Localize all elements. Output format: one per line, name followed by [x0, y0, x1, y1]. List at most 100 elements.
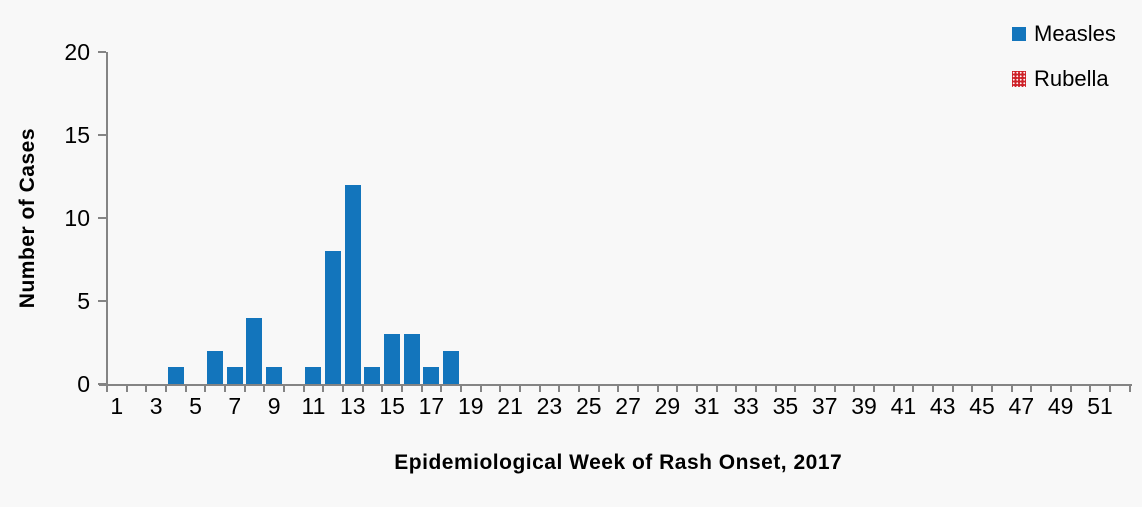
- bar-week-15-measles: [384, 334, 401, 384]
- x-axis-tick: [656, 386, 659, 392]
- x-axis-tick: [361, 386, 364, 392]
- x-axis-tick: [479, 386, 482, 392]
- x-axis-tick: [1108, 386, 1111, 392]
- y-axis-tick: [98, 217, 106, 219]
- x-tick-label: 19: [457, 393, 484, 419]
- x-tick-label: 31: [693, 393, 720, 419]
- bar-week-7-measles: [226, 367, 243, 384]
- x-axis-tick: [302, 386, 305, 392]
- x-tick-label: 45: [969, 393, 995, 419]
- x-tick-label: 11: [301, 393, 326, 419]
- y-axis-tick: [98, 51, 106, 53]
- x-axis-tick: [341, 386, 344, 392]
- x-tick-label: 25: [575, 393, 602, 419]
- measles-legend-label: Measles: [1034, 21, 1116, 46]
- x-axis-tick: [322, 386, 325, 392]
- x-tick-label: 35: [772, 393, 799, 419]
- legend: Measles Rubella: [1012, 22, 1116, 112]
- bar-week-9-measles: [266, 367, 283, 384]
- x-tick-label: 17: [418, 393, 445, 419]
- x-tick-label: 9: [267, 393, 281, 419]
- x-axis-tick: [125, 386, 128, 392]
- x-tick-label: 49: [1047, 393, 1074, 419]
- bar-week-6-measles: [207, 350, 224, 384]
- x-tick-label: 33: [733, 393, 759, 419]
- x-axis-tick: [263, 386, 266, 392]
- x-axis-tick: [420, 386, 423, 392]
- x-axis-tick: [735, 386, 738, 392]
- x-axis-tick: [538, 386, 541, 392]
- x-axis-tick: [951, 386, 954, 392]
- y-axis-line: [106, 52, 108, 384]
- x-axis-tick: [1049, 386, 1052, 392]
- x-axis-tick: [223, 386, 226, 392]
- x-axis-line: [99, 384, 1132, 386]
- x-axis-tick: [145, 386, 148, 392]
- x-axis-tick: [774, 386, 777, 392]
- x-axis-tick: [715, 386, 718, 392]
- x-axis-tick: [106, 386, 108, 392]
- x-axis-tick: [1089, 386, 1092, 392]
- legend-item-rubella: Rubella: [1012, 67, 1116, 91]
- x-axis-tick: [243, 386, 246, 392]
- x-tick-label: 13: [339, 393, 366, 419]
- x-axis-tick: [853, 386, 856, 392]
- x-tick-label: 27: [615, 393, 641, 419]
- x-tick-label: 51: [1087, 393, 1113, 419]
- x-tick-label: 41: [890, 393, 917, 419]
- measles-swatch-icon: [1012, 27, 1026, 41]
- x-tick-label: 21: [497, 393, 523, 419]
- y-tick-label: 15: [64, 122, 90, 148]
- y-axis-tick: [98, 383, 106, 385]
- x-tick-label: 1: [110, 393, 124, 419]
- x-axis-tick: [164, 386, 167, 392]
- x-axis-tick: [381, 386, 384, 392]
- x-axis-title: Epidemiological Week of Rash Onset, 2017: [394, 451, 843, 474]
- y-tick-label: 10: [64, 205, 90, 231]
- x-axis-tick: [636, 386, 639, 392]
- x-axis-tick: [872, 386, 875, 392]
- x-axis-tick: [892, 386, 895, 392]
- y-axis-tick: [98, 134, 106, 136]
- bar-week-18-measles: [443, 350, 460, 384]
- bar-week-8-measles: [246, 317, 263, 384]
- x-axis-tick: [617, 386, 620, 392]
- x-axis-tick: [459, 386, 462, 392]
- x-tick-label: 3: [149, 393, 163, 419]
- y-axis-tick: [98, 300, 106, 302]
- y-tick-label: 5: [77, 288, 90, 314]
- rubella-legend-label: Rubella: [1034, 66, 1109, 91]
- bar-week-11-measles: [305, 367, 322, 384]
- x-axis-tick: [1128, 386, 1131, 392]
- x-axis-tick: [695, 386, 698, 392]
- x-axis-tick: [754, 386, 757, 392]
- x-tick-label: 5: [189, 393, 202, 419]
- x-axis-tick: [1069, 386, 1072, 392]
- bar-week-12-measles: [325, 251, 342, 384]
- x-axis-tick: [577, 386, 580, 392]
- x-tick-label: 15: [379, 393, 405, 419]
- x-tick-label: 39: [851, 393, 877, 419]
- x-axis-tick: [558, 386, 561, 392]
- x-axis-tick: [518, 386, 521, 392]
- x-axis-tick: [990, 386, 993, 392]
- x-axis-tick: [204, 386, 207, 392]
- x-axis-tick: [971, 386, 974, 392]
- x-axis-tick: [597, 386, 600, 392]
- x-tick-label: 7: [228, 393, 242, 419]
- y-tick-label: 0: [77, 371, 90, 397]
- legend-item-measles: Measles: [1012, 22, 1116, 46]
- x-axis-tick: [833, 386, 836, 392]
- x-axis-tick: [931, 386, 934, 392]
- bar-week-14-measles: [364, 367, 381, 384]
- bar-week-13-measles: [344, 184, 361, 384]
- x-axis-tick: [813, 386, 816, 392]
- x-tick-label: 29: [654, 393, 681, 419]
- y-tick-label: 20: [64, 39, 90, 65]
- x-axis-tick: [1010, 386, 1013, 392]
- x-axis-tick: [676, 386, 679, 392]
- x-axis-tick: [400, 386, 403, 392]
- x-tick-label: 23: [536, 393, 563, 419]
- x-axis-tick: [499, 386, 502, 392]
